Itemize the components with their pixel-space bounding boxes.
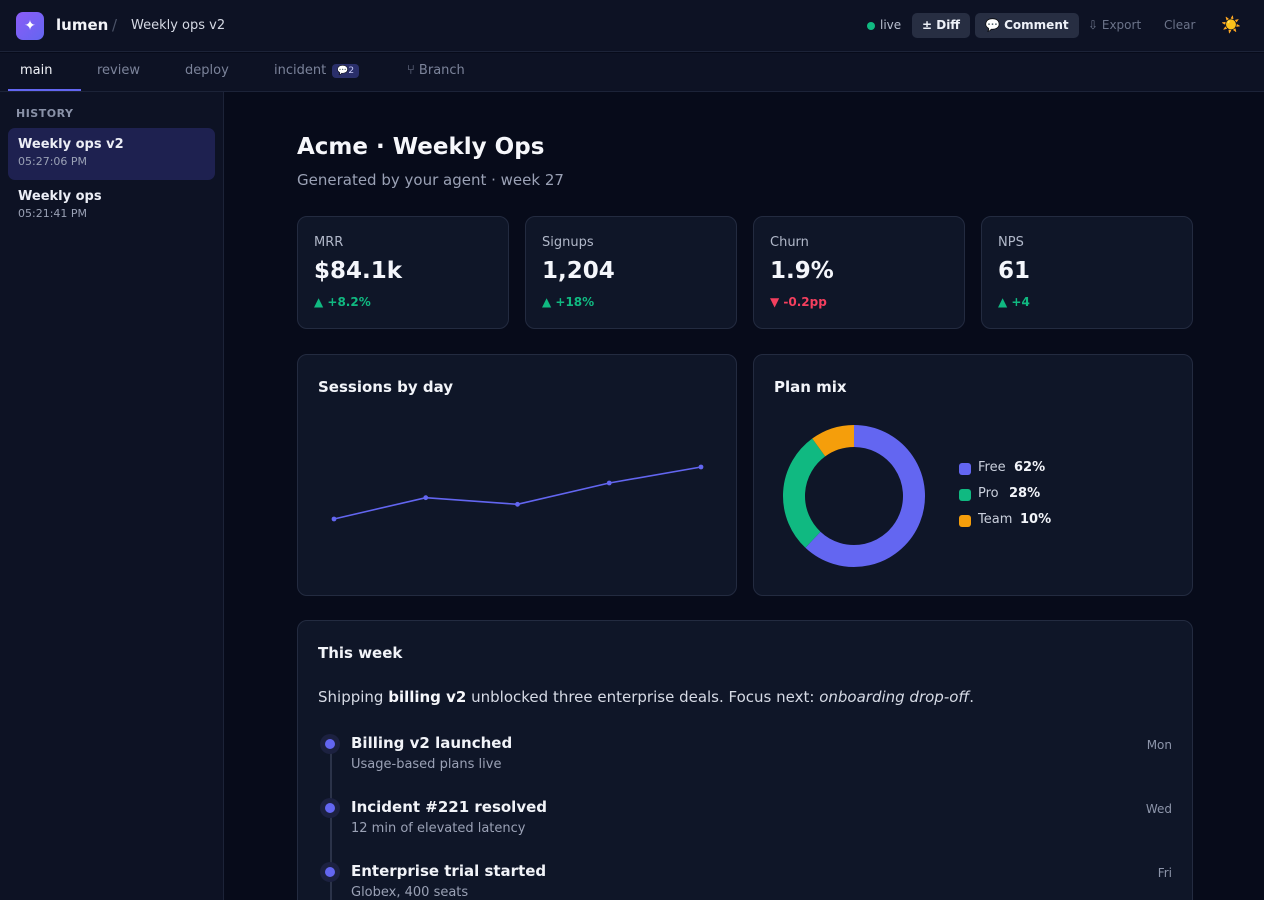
kpi-value: $84.1k bbox=[314, 258, 403, 284]
brand-name: lumen bbox=[56, 16, 109, 34]
timeline-line bbox=[330, 751, 332, 900]
history-item[interactable]: Weekly ops v2 05:27:06 PM bbox=[8, 128, 215, 180]
export-button[interactable]: ⇩ Export bbox=[1088, 18, 1142, 32]
legend-value: 62% bbox=[1014, 460, 1046, 475]
timeline-event-day: Wed bbox=[1145, 802, 1172, 816]
legend-item-team: Team 10% bbox=[959, 512, 1079, 530]
kpi-delta: ▼ -0.2pp bbox=[770, 295, 827, 309]
summary-emphasis-italic: onboarding drop-off bbox=[819, 688, 970, 706]
kpi-label: NPS bbox=[998, 235, 1024, 250]
kpi-value: 1,204 bbox=[542, 258, 615, 284]
kpi-card-nps: NPS 61 ▲ +4 bbox=[981, 216, 1193, 329]
tab-deploy[interactable]: deploy bbox=[185, 53, 229, 91]
history-item-title: Weekly ops bbox=[18, 189, 102, 204]
top-bar: ✦ lumen / Weekly ops v2 live ± Diff 💬 Co… bbox=[0, 0, 1264, 52]
sessions-data-point bbox=[515, 501, 520, 507]
kpi-label: Churn bbox=[770, 235, 809, 250]
kpi-delta: ▲ +4 bbox=[998, 295, 1030, 309]
sessions-chart-card: Sessions by day bbox=[297, 354, 737, 596]
history-sidebar: HISTORY Weekly ops v2 05:27:06 PM Weekly… bbox=[0, 92, 224, 900]
comment-button[interactable]: 💬 Comment bbox=[975, 13, 1079, 38]
tab-label: incident bbox=[274, 63, 327, 78]
diff-button[interactable]: ± Diff bbox=[912, 13, 971, 38]
kpi-delta: ▲ +18% bbox=[542, 295, 595, 309]
legend-label: Free bbox=[978, 460, 1006, 475]
live-status-label: live bbox=[880, 18, 902, 32]
history-item[interactable]: Weekly ops 05:21:41 PM bbox=[8, 180, 215, 232]
new-branch-button[interactable]: ⑂ Branch bbox=[407, 53, 465, 91]
kpi-card-signups: Signups 1,204 ▲ +18% bbox=[525, 216, 737, 329]
history-item-time: 05:21:41 PM bbox=[18, 207, 88, 220]
summary-text: unblocked three enterprise deals. Focus … bbox=[466, 688, 820, 706]
timeline-event-title: Incident #221 resolved bbox=[351, 798, 548, 816]
timeline-event-title: Billing v2 launched bbox=[351, 734, 513, 752]
tab-main[interactable]: main bbox=[8, 53, 81, 91]
theme-toggle-sun-icon[interactable]: ☀️ bbox=[1221, 15, 1241, 34]
plan-mix-title: Plan mix bbox=[774, 378, 847, 396]
tab-label: ⑂ Branch bbox=[407, 63, 465, 78]
sessions-data-point bbox=[423, 495, 429, 501]
summary-text: Shipping bbox=[318, 688, 389, 706]
kpi-card-churn: Churn 1.9% ▼ -0.2pp bbox=[753, 216, 965, 329]
tab-label: review bbox=[97, 63, 140, 78]
legend-swatch bbox=[959, 489, 971, 501]
kpi-value: 1.9% bbox=[770, 258, 834, 284]
timeline-event-detail: 12 min of elevated latency bbox=[351, 821, 526, 836]
live-status-dot bbox=[867, 22, 875, 30]
legend-label: Team bbox=[978, 512, 1013, 527]
week-summary: Shipping billing v2 unblocked three ente… bbox=[318, 688, 974, 706]
page-subtitle: Generated by your agent · week 27 bbox=[297, 171, 564, 189]
timeline-event-title: Enterprise trial started bbox=[351, 862, 547, 880]
timeline-event-day: Fri bbox=[1157, 866, 1172, 880]
plan-slice-free bbox=[805, 425, 925, 567]
timeline-dot bbox=[320, 734, 340, 754]
history-item-time: 05:27:06 PM bbox=[18, 155, 88, 168]
legend-swatch bbox=[959, 515, 971, 527]
plan-mix-donut-chart bbox=[783, 425, 925, 567]
history-heading: HISTORY bbox=[16, 107, 74, 120]
sessions-data-point bbox=[606, 480, 612, 486]
summary-emphasis-bold: billing v2 bbox=[388, 688, 467, 706]
legend-item-free: Free 62% bbox=[959, 460, 1079, 478]
legend-value: 10% bbox=[1020, 512, 1052, 527]
kpi-label: MRR bbox=[314, 235, 344, 250]
timeline-event-detail: Globex, 400 seats bbox=[351, 885, 469, 900]
breadcrumb-separator: / bbox=[112, 16, 118, 34]
kpi-value: 61 bbox=[998, 258, 1031, 284]
tab-label: deploy bbox=[185, 63, 229, 78]
legend-label: Pro bbox=[978, 486, 999, 501]
tab-incident[interactable]: incident 💬2 bbox=[274, 53, 360, 91]
tab-label: main bbox=[20, 63, 53, 78]
sessions-line-chart bbox=[331, 464, 704, 522]
timeline-event-day: Mon bbox=[1146, 738, 1172, 752]
kpi-card-mrr: MRR $84.1k ▲ +8.2% bbox=[297, 216, 509, 329]
page-title: Acme · Weekly Ops bbox=[297, 134, 545, 160]
branch-tab-bar: main review deploy incident 💬2 ⑂ Branch bbox=[0, 53, 1264, 92]
plan-mix-card: Plan mix Free 62% Pro 28% Team 10% bbox=[753, 354, 1193, 596]
timeline-dot bbox=[320, 862, 340, 882]
kpi-delta: ▲ +8.2% bbox=[314, 295, 371, 309]
legend-item-pro: Pro 28% bbox=[959, 486, 1079, 504]
this-week-card: This week Shipping billing v2 unblocked … bbox=[297, 620, 1193, 900]
legend-swatch bbox=[959, 463, 971, 475]
tab-review[interactable]: review bbox=[97, 53, 140, 91]
comment-count-badge: 💬2 bbox=[332, 64, 360, 78]
legend-value: 28% bbox=[1009, 486, 1041, 501]
this-week-title: This week bbox=[318, 644, 403, 662]
sessions-data-point bbox=[331, 516, 337, 522]
history-item-title: Weekly ops v2 bbox=[18, 137, 124, 152]
timeline-dot bbox=[320, 798, 340, 818]
plan-slice-pro bbox=[783, 438, 826, 548]
sessions-series-line bbox=[333, 466, 702, 520]
plan-slice-team bbox=[812, 425, 855, 457]
app-logo[interactable]: ✦ bbox=[16, 12, 44, 40]
sessions-chart-title: Sessions by day bbox=[318, 378, 454, 396]
timeline-event-detail: Usage-based plans live bbox=[351, 757, 502, 772]
sessions-data-point bbox=[698, 464, 704, 470]
kpi-label: Signups bbox=[542, 235, 594, 250]
clear-button[interactable]: Clear bbox=[1164, 18, 1196, 32]
summary-text: . bbox=[969, 688, 975, 706]
document-title: Weekly ops v2 bbox=[131, 18, 226, 33]
